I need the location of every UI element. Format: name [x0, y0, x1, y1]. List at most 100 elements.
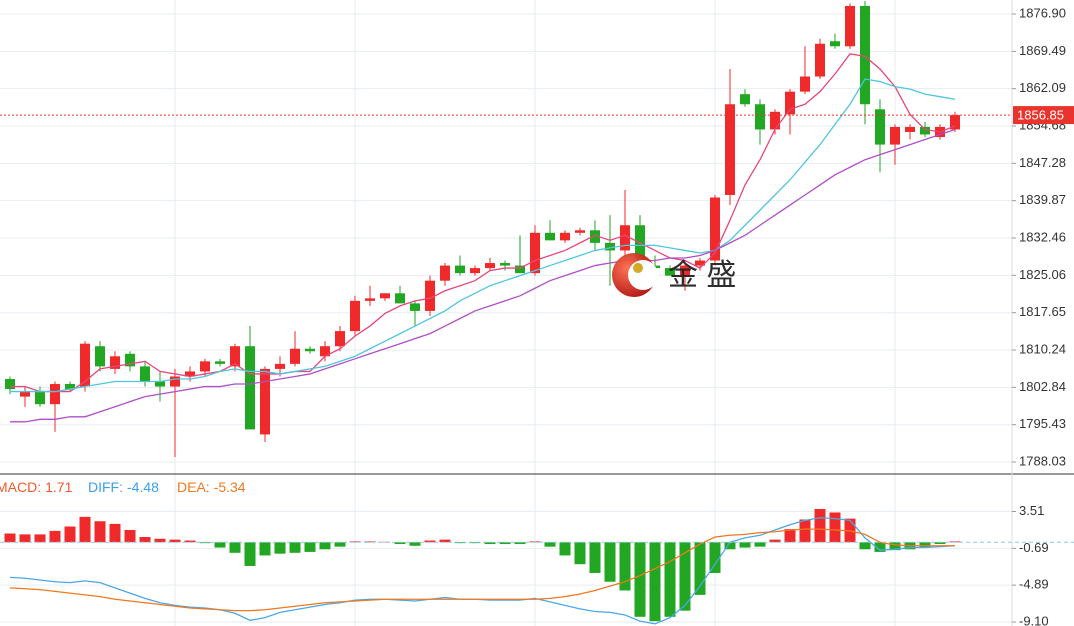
- legend-value: 1.71: [45, 479, 72, 495]
- candle-body: [335, 331, 345, 347]
- last-price-box: [1013, 106, 1074, 125]
- candle-body: [770, 111, 780, 130]
- y-tick-label: 1876.90: [1019, 5, 1066, 20]
- y-tick-label: 1825.06: [1019, 267, 1066, 282]
- macd-bar: [19, 534, 31, 543]
- line-series: [9, 528, 955, 612]
- y-tick-label: 1839.87: [1019, 192, 1066, 207]
- candle-body: [185, 371, 195, 377]
- candle-body: [470, 268, 480, 274]
- macd-bar: [349, 541, 361, 543]
- candle-body: [845, 5, 855, 47]
- candle-body: [530, 232, 540, 274]
- macd-bar: [214, 542, 226, 548]
- candle-body: [35, 391, 45, 405]
- legend-value: -5.34: [214, 479, 246, 495]
- line-series: [9, 517, 956, 625]
- candle-body: [740, 94, 750, 105]
- candle-body: [155, 381, 165, 387]
- candle-body: [80, 343, 90, 387]
- macd-bar: [739, 542, 751, 548]
- candle-body: [215, 361, 225, 364]
- macd-bar: [574, 542, 586, 565]
- macd-bar: [679, 542, 691, 611]
- candle-body: [620, 225, 630, 251]
- macd-bar: [154, 538, 166, 543]
- macd-bar: [649, 542, 661, 622]
- y-tick-label: 3.51: [1019, 503, 1044, 518]
- legend-label: MACD:: [0, 479, 41, 495]
- candle-body: [890, 126, 900, 145]
- candle-body: [245, 346, 255, 430]
- macd-bar: [559, 542, 571, 556]
- candle-body: [5, 378, 15, 390]
- macd-bar: [814, 508, 826, 543]
- macd-bar: [934, 542, 946, 545]
- macd-bar: [469, 542, 481, 544]
- candle-body: [830, 41, 840, 47]
- macd-bar: [109, 523, 121, 543]
- candle-body: [590, 230, 600, 243]
- macd-bar: [259, 542, 271, 556]
- candle-body: [680, 265, 690, 276]
- macd-bar: [124, 530, 136, 543]
- candle-body: [380, 293, 390, 299]
- y-tick-label: -9.10: [1019, 613, 1049, 626]
- macd-bar: [589, 542, 601, 573]
- macd-bar: [364, 541, 376, 543]
- candle-body: [275, 363, 285, 369]
- y-tick-label: 1847.28: [1019, 155, 1066, 170]
- candle-body: [905, 126, 915, 132]
- candle-body: [290, 348, 300, 364]
- macd-bar: [244, 542, 256, 566]
- candle-body: [875, 109, 885, 145]
- candle-body: [575, 230, 585, 233]
- macd-bar: [289, 542, 301, 553]
- macd-bar: [424, 540, 436, 543]
- plot-area: [0, 0, 1012, 626]
- line-series: [10, 78, 956, 393]
- macd-bar: [139, 537, 151, 543]
- candle-body: [110, 356, 120, 369]
- y-tick-label: 1788.03: [1019, 453, 1066, 468]
- macd-bar: [319, 542, 331, 550]
- candle-body: [200, 361, 210, 372]
- candle-body: [305, 348, 315, 352]
- candle-body: [920, 126, 930, 135]
- macd-bar: [604, 542, 616, 582]
- macd-bar: [769, 539, 781, 543]
- candle-body: [500, 263, 510, 266]
- legend-entry: DEA: -5.34: [177, 479, 246, 495]
- y-tick-label: -0.69: [1019, 540, 1049, 555]
- macd-bar: [454, 542, 466, 544]
- candle-body: [665, 268, 675, 276]
- candle-body: [815, 43, 825, 77]
- macd-bar: [544, 542, 556, 547]
- candle-body: [440, 265, 450, 281]
- candle-body: [125, 353, 135, 367]
- y-tick-label: -4.89: [1019, 577, 1049, 592]
- candle-body: [65, 384, 75, 390]
- y-tick-label: 1810.24: [1019, 341, 1066, 356]
- macd-bar: [694, 542, 706, 595]
- macd-bar: [304, 542, 316, 552]
- macd-bar: [859, 542, 871, 550]
- candle-body: [860, 5, 870, 105]
- macd-bar: [889, 542, 901, 551]
- macd-bar: [874, 542, 886, 552]
- candle-body: [755, 104, 765, 130]
- legend-label: DIFF:: [88, 479, 123, 495]
- legend-label: DEA:: [177, 479, 210, 495]
- macd-bar: [184, 540, 196, 543]
- y-tick-label: 1862.09: [1019, 80, 1066, 95]
- candle-body: [455, 265, 465, 274]
- y-tick-label: 1795.43: [1019, 416, 1066, 431]
- candle-body: [395, 293, 405, 304]
- macd-bar: [664, 542, 676, 617]
- logo-cut: [628, 260, 658, 290]
- macd-bar: [709, 542, 721, 573]
- y-tick-label: 1817.65: [1019, 304, 1066, 319]
- watermark-text: 金 盛: [668, 259, 736, 292]
- macd-bar: [64, 526, 76, 543]
